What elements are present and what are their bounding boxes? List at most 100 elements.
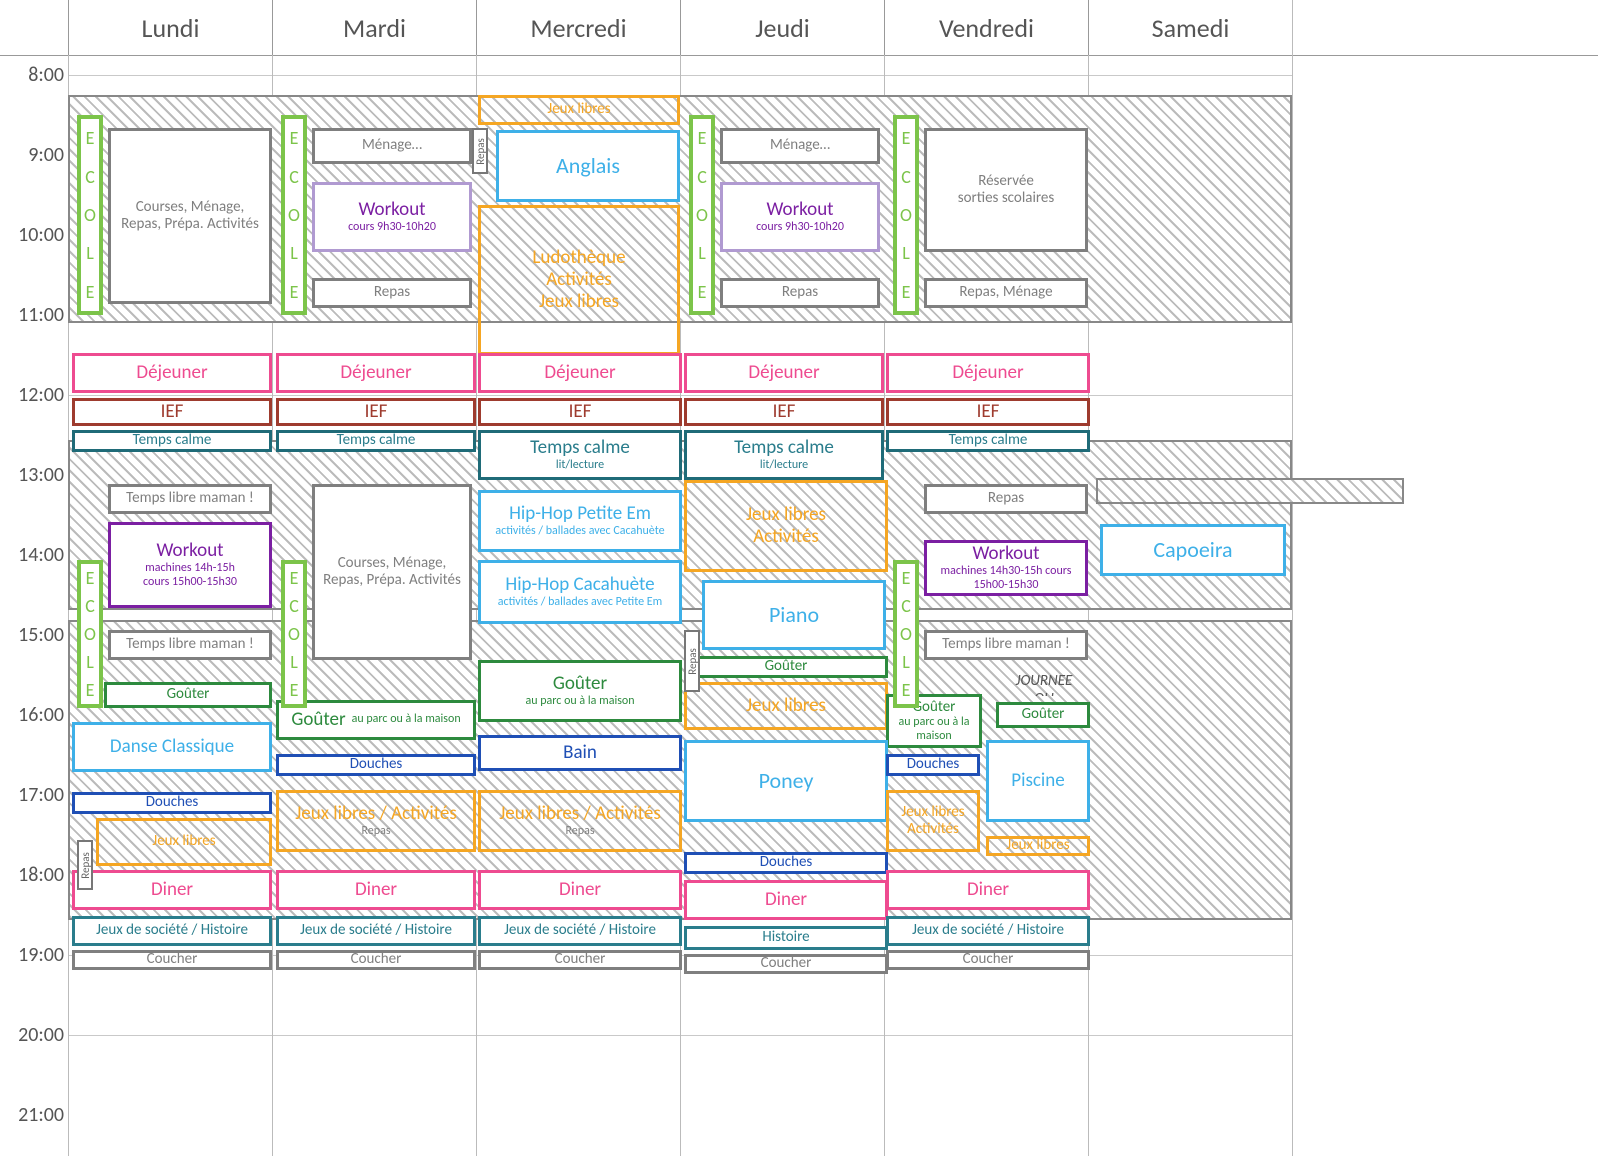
block-subtitle: au parc ou à la maison bbox=[525, 695, 634, 709]
block-title: Hip-Hop Cacahuète bbox=[505, 574, 654, 596]
block-subtitle: au parc ou à la maison bbox=[352, 713, 461, 727]
block-title: Poney bbox=[759, 768, 814, 793]
ven-jeux3: Jeux de société / Histoire bbox=[886, 916, 1090, 946]
day-header-jeudi: Jeudi bbox=[680, 0, 884, 55]
block-subtitle: activités / ballades avec Cacahuète bbox=[495, 525, 664, 539]
block-title: IEF bbox=[365, 401, 388, 423]
repas-vertical: Repas bbox=[77, 840, 93, 890]
mer-ief: IEF bbox=[478, 398, 682, 426]
merc-anglais: Anglais bbox=[496, 130, 680, 202]
header-rule bbox=[0, 55, 1598, 56]
block-title: Coucher bbox=[351, 951, 402, 968]
ecole-bar: ECOLE bbox=[893, 115, 919, 315]
block-title: Jeux libres bbox=[547, 101, 610, 118]
block-subtitle: machines 14h30-15h cours 15h00-15h30 bbox=[927, 565, 1085, 593]
block-title: Coucher bbox=[555, 951, 606, 968]
block-title: IEF bbox=[161, 401, 184, 423]
jeu-douches: Douches bbox=[684, 852, 888, 874]
block-title: Jeux libres bbox=[1006, 837, 1069, 854]
ven-repas14: Repas bbox=[924, 484, 1088, 514]
hatch-region bbox=[1096, 478, 1404, 504]
block-title: Temps calme bbox=[949, 432, 1028, 449]
block-title: CHOIX FIN JOURNEE OU bbox=[984, 668, 1104, 696]
merc-jeux: Jeux libres bbox=[478, 95, 680, 125]
time-label: 14:00 bbox=[8, 543, 64, 567]
block-title: Danse Classique bbox=[110, 736, 234, 758]
mar-jeux3: Jeux de société / Histoire bbox=[276, 916, 476, 946]
jeu-jeux2: Jeux libres bbox=[684, 682, 888, 730]
block-title: Temps calme bbox=[337, 432, 416, 449]
jeu-ief: IEF bbox=[684, 398, 884, 426]
lun-jeux3: Jeux de société / Histoire bbox=[72, 916, 272, 946]
lundi-courses: Courses, Ménage, Repas, Prépa. Activités bbox=[108, 128, 272, 304]
mer-calme: Temps calmelit/lecture bbox=[478, 430, 682, 480]
block-subtitle: au parc ou à la maison bbox=[889, 716, 979, 744]
block-title: Workout bbox=[156, 540, 223, 562]
block-title: Jeux de société / Histoire bbox=[912, 922, 1064, 939]
block-title: Courses, Ménage, Repas, Prépa. Activités bbox=[121, 199, 259, 234]
ecole-bar: ECOLE bbox=[893, 560, 919, 708]
ecole-bar: ECOLE bbox=[689, 115, 715, 315]
mardi-workout: Workoutcours 9h30-10h20 bbox=[312, 182, 472, 252]
ecole-bar: ECOLE bbox=[281, 560, 307, 708]
day-header-mardi: Mardi bbox=[272, 0, 476, 55]
lun-libre1: Temps libre maman ! bbox=[108, 484, 272, 514]
block-title: Diner bbox=[559, 879, 601, 901]
block-title: Temps libre maman ! bbox=[942, 636, 1070, 653]
block-title: Workout bbox=[766, 199, 833, 221]
jeu-coucher: Coucher bbox=[684, 954, 888, 974]
block-title: Repas bbox=[988, 490, 1024, 507]
block-title: Ménage… bbox=[362, 137, 422, 154]
block-subtitle: cours 9h30-10h20 bbox=[348, 221, 436, 235]
mar-ief: IEF bbox=[276, 398, 476, 426]
ven-calme: Temps calme bbox=[886, 430, 1090, 452]
mar-jeuxact: Jeux libres / ActivitésRepas bbox=[276, 790, 476, 852]
block-title: Jeux libres Activités bbox=[901, 804, 964, 839]
lun-coucher: Coucher bbox=[72, 950, 272, 970]
ven-coucher: Coucher bbox=[886, 950, 1090, 970]
block-title: Histoire bbox=[762, 929, 809, 946]
mar-dejeune: Déjeuner bbox=[276, 353, 476, 393]
merc-ludo: Ludothèque Activités Jeux libres bbox=[478, 205, 680, 355]
ven-libre: Temps libre maman ! bbox=[924, 630, 1088, 660]
day-header-samedi: Samedi bbox=[1088, 0, 1292, 55]
lun-libre2: Temps libre maman ! bbox=[108, 630, 272, 660]
jeu-diner: Diner bbox=[684, 880, 888, 920]
block-title: IEF bbox=[569, 401, 592, 423]
block-title: Jeux libres bbox=[152, 833, 215, 850]
lun-workout: Workoutmachines 14h-15h cours 15h00-15h3… bbox=[108, 522, 272, 608]
day-header-lundi: Lundi bbox=[68, 0, 272, 55]
block-title: Repas bbox=[374, 284, 410, 301]
time-label: 21:00 bbox=[8, 1103, 64, 1127]
jeu-dejeune: Déjeuner bbox=[684, 353, 884, 393]
block-title: Bain bbox=[563, 742, 597, 764]
block-title: Goûter bbox=[1022, 706, 1065, 723]
ven-ief: IEF bbox=[886, 398, 1090, 426]
block-title: Jeux libres Activités bbox=[746, 504, 826, 548]
block-title: Goûter bbox=[167, 686, 210, 703]
repas-vertical: Repas bbox=[684, 630, 700, 692]
time-label: 13:00 bbox=[8, 463, 64, 487]
jeudi-workout: Workoutcours 9h30-10h20 bbox=[720, 182, 880, 252]
block-title: Coucher bbox=[963, 951, 1014, 968]
block-title: Workout bbox=[972, 543, 1039, 565]
time-label: 11:00 bbox=[8, 303, 64, 327]
block-title: Temps calme bbox=[530, 437, 630, 459]
ecole-bar: ECOLE bbox=[77, 560, 103, 708]
time-label: 20:00 bbox=[8, 1023, 64, 1047]
lun-dejeune: Déjeuner bbox=[72, 353, 272, 393]
day-header-vendredi: Vendredi bbox=[884, 0, 1088, 55]
block-title: Repas bbox=[782, 284, 818, 301]
block-subtitle: lit/lecture bbox=[556, 459, 604, 473]
block-title: IEF bbox=[773, 401, 796, 423]
time-label: 8:00 bbox=[8, 63, 64, 87]
time-label: 10:00 bbox=[8, 223, 64, 247]
lun-douches: Douches bbox=[72, 792, 272, 814]
ven-gouter2: Goûter bbox=[996, 702, 1090, 728]
block-title: Diner bbox=[151, 879, 193, 901]
lun-calme: Temps calme bbox=[72, 430, 272, 452]
col-divider bbox=[1292, 0, 1293, 1156]
block-title: Goûter bbox=[291, 709, 345, 731]
block-title: Jeux de société / Histoire bbox=[96, 922, 248, 939]
block-title: Temps libre maman ! bbox=[126, 490, 254, 507]
